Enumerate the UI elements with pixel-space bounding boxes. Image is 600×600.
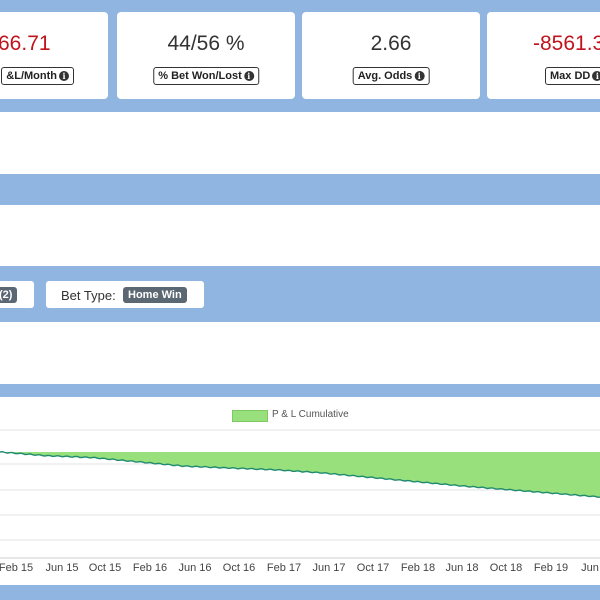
filter-badge: (2) <box>0 287 18 303</box>
x-tick-label: Feb 17 <box>266 562 302 574</box>
stat-label-text: % Bet Won/Lost <box>158 70 242 82</box>
stat-value: 66.71 <box>0 32 51 55</box>
bet-type-badge: Home Win <box>123 287 187 303</box>
x-tick-label: Feb 18 <box>400 562 436 574</box>
stat-value: 44/56 % <box>167 32 245 55</box>
info-icon[interactable]: i <box>243 71 254 81</box>
stat-label[interactable]: % Bet Won/Lost i <box>153 67 259 85</box>
x-tick-label: Oct 18 <box>489 562 523 574</box>
legend-swatch <box>232 410 268 422</box>
x-tick-label: Jun 16 <box>178 562 212 574</box>
x-tick-label: Jun 15 <box>45 562 79 574</box>
x-tick-label: Jun 17 <box>312 562 346 574</box>
x-tick-label: Oct 15 <box>88 562 122 574</box>
pl-area <box>0 451 600 498</box>
stat-label[interactable]: &L/Month i <box>1 67 74 85</box>
stat-label-text: Max DD <box>550 70 591 82</box>
stat-value: -8561.3 <box>533 32 600 55</box>
stat-card-avg-odds: 2.66 Avg. Odds i <box>302 12 480 99</box>
stat-label[interactable]: Avg. Odds i <box>352 67 430 85</box>
info-icon[interactable]: i <box>592 71 600 81</box>
pl-cumulative-chart <box>0 429 600 559</box>
content-panel-3 <box>0 322 600 384</box>
stat-label-text: &L/Month <box>6 70 57 82</box>
x-tick-label: Oct 16 <box>222 562 256 574</box>
bet-type-label: Bet Type: <box>61 288 116 303</box>
filter-chip-1[interactable]: (2) <box>0 281 34 308</box>
stat-value: 2.66 <box>370 32 412 55</box>
stat-label[interactable]: Max DD i <box>545 67 600 85</box>
x-tick-label: Feb 15 <box>0 562 34 574</box>
pl-line <box>0 450 600 498</box>
chart-panel <box>0 397 600 585</box>
content-panel-1 <box>0 112 600 174</box>
stat-card-bet-won-lost: 44/56 % % Bet Won/Lost i <box>117 12 295 99</box>
filter-chip-bet-type[interactable]: Bet Type: Home Win <box>46 281 204 308</box>
content-panel-2 <box>0 205 600 266</box>
x-tick-label: Oct 17 <box>356 562 390 574</box>
x-tick-label: Feb 19 <box>533 562 569 574</box>
info-icon[interactable]: i <box>59 71 69 81</box>
legend-label: P & L Cumulative <box>272 409 349 420</box>
x-tick-label: Feb 16 <box>132 562 168 574</box>
stat-card-pl-month: 66.71 &L/Month i <box>0 12 108 99</box>
info-icon[interactable]: i <box>414 71 425 81</box>
stat-card-max-dd: -8561.3 Max DD i <box>487 12 600 99</box>
x-tick-label: Jun 18 <box>445 562 479 574</box>
stat-label-text: Avg. Odds <box>357 70 413 82</box>
x-tick-label: Jun <box>581 562 599 574</box>
